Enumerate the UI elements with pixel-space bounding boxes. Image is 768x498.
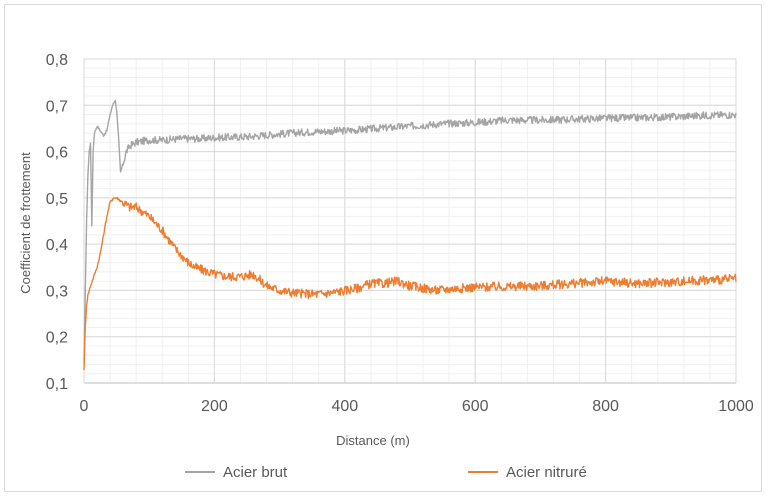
x-tick-label: 400 — [331, 398, 358, 415]
x-tick-label: 200 — [201, 398, 228, 415]
series-line-acier-brut — [83, 99, 737, 364]
x-tick-label: 0 — [80, 398, 89, 415]
series-line-acier-nitrur- — [83, 196, 737, 371]
chart-frame: 0 200 400 600 800 1000 0,1 0,2 0,3 0,4 0,5 0,6 0,7 0,… — [4, 4, 762, 492]
y-tick-label: 0,1 — [46, 376, 68, 393]
x-tick-label: 600 — [462, 398, 489, 415]
legend: Acier brut Acier nitruré — [185, 464, 587, 481]
minor-gridlines — [83, 58, 737, 384]
series-layer — [83, 99, 737, 371]
y-tick-label: 0,7 — [46, 98, 68, 115]
y-tick-label: 0,2 — [46, 330, 68, 347]
x-tick-label: 1000 — [718, 398, 754, 415]
tick-labels: 0 200 400 600 800 1000 0,1 0,2 0,3 0,4 0,5 0,6 0,7 0,… — [46, 52, 754, 415]
x-axis-label: Distance (m) — [336, 433, 410, 448]
y-tick-label: 0,8 — [46, 52, 68, 69]
x-tick-label: 800 — [592, 398, 619, 415]
legend-label: Acier nitruré — [506, 464, 587, 481]
y-tick-label: 0,4 — [46, 237, 68, 254]
y-axis-label: Coefficient de frottement — [18, 152, 33, 294]
y-tick-label: 0,6 — [46, 145, 68, 162]
major-gridlines — [83, 58, 737, 384]
chart-svg: 0 200 400 600 800 1000 0,1 0,2 0,3 0,4 0,5 0,6 0,7 0,… — [18, 52, 754, 481]
legend-label: Acier brut — [223, 464, 288, 481]
y-tick-label: 0,3 — [46, 283, 68, 300]
y-tick-label: 0,5 — [46, 191, 68, 208]
